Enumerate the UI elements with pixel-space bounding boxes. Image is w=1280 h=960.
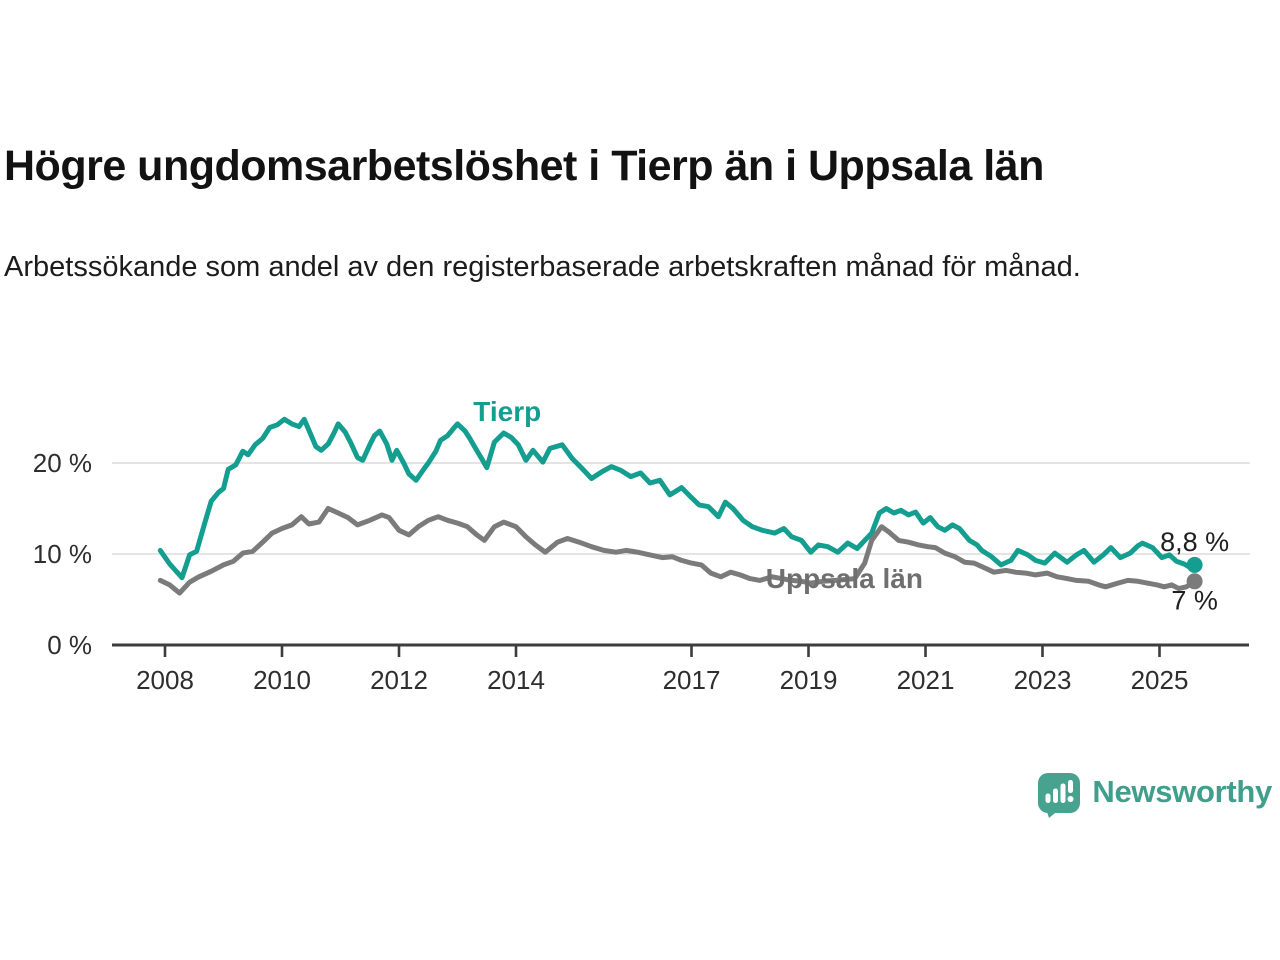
- x-tick-label: 2019: [780, 665, 838, 695]
- x-tick-label: 2023: [1014, 665, 1072, 695]
- newsworthy-logo-icon: [1038, 772, 1081, 818]
- series-name-label: Tierp: [473, 396, 541, 427]
- x-tick-label: 2021: [897, 665, 955, 695]
- x-tick-label: 2010: [253, 665, 311, 695]
- series-line-tierp: [157, 416, 1198, 581]
- x-tick-label: 2012: [370, 665, 428, 695]
- chart-subtitle: Arbetssökande som andel av den registerb…: [4, 251, 1081, 283]
- page-title: Högre ungdomsarbetslöshet i Tierp än i U…: [4, 142, 1044, 190]
- y-tick-label: 20 %: [33, 448, 92, 478]
- series-name-label: Uppsala län: [766, 563, 923, 594]
- x-tick-label: 2025: [1131, 665, 1189, 695]
- x-tick-label: 2014: [487, 665, 545, 695]
- series-end-dot: [1186, 573, 1203, 590]
- series-line-uppsala-län: [157, 506, 1198, 596]
- x-tick-label: 2017: [663, 665, 721, 695]
- newsworthy-logo[interactable]: Newsworthy: [1037, 771, 1272, 819]
- y-tick-label: 0 %: [47, 630, 92, 660]
- series-end-dot: [1186, 556, 1203, 573]
- newsworthy-logo-text: Newsworthy: [1092, 774, 1272, 809]
- series-end-value-label: 8,8 %: [1160, 527, 1229, 557]
- series-end-value-label: 7 %: [1171, 585, 1218, 615]
- y-tick-label: 10 %: [33, 539, 92, 569]
- x-tick-label: 2008: [136, 665, 194, 695]
